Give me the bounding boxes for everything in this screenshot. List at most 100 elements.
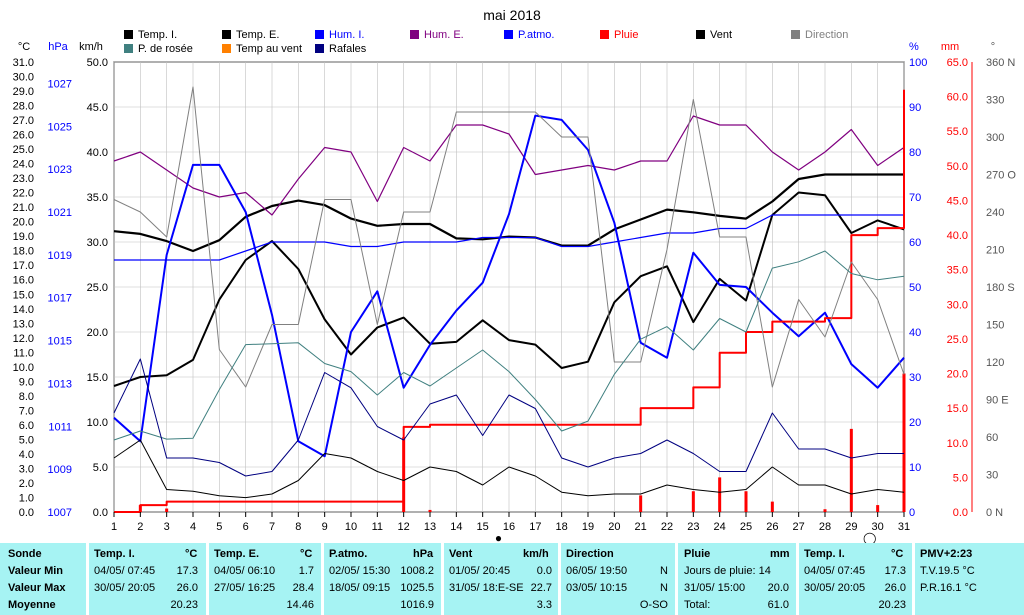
series-layer bbox=[113, 86, 906, 513]
separator bbox=[675, 543, 678, 615]
hpa-tick: 1027 bbox=[48, 78, 72, 90]
temp-e-min-time: 04/05/ 06:10 bbox=[214, 565, 276, 577]
pmv-header: PMV+2:23 bbox=[920, 548, 973, 560]
mm-tick: 35.0 bbox=[947, 265, 968, 277]
celsius-tick: 20.0 bbox=[13, 217, 34, 229]
direction-tick: 180 S bbox=[986, 282, 1015, 294]
patmo-avg: 1016.9 bbox=[400, 599, 434, 611]
mm-tick: 65.0 bbox=[947, 57, 968, 69]
legend-swatch bbox=[222, 44, 231, 53]
mm-tick: 0.0 bbox=[953, 507, 968, 519]
series-hum-e bbox=[113, 115, 905, 216]
mm-unit: mm bbox=[941, 41, 959, 53]
direction-tick: 210 bbox=[986, 245, 1004, 257]
x-tick-label: 27 bbox=[793, 521, 805, 533]
x-tick-label: 8 bbox=[295, 521, 301, 533]
legend-label: Temp. I. bbox=[138, 29, 177, 41]
celsius-tick: 24.0 bbox=[13, 159, 34, 171]
vent-max-value: 22.7 bbox=[530, 582, 552, 594]
percent-tick: 50 bbox=[909, 282, 921, 294]
celsius-tick: 2.0 bbox=[19, 478, 34, 490]
vent-min-time: 01/05/ 20:45 bbox=[449, 565, 511, 577]
celsius-unit: °C bbox=[18, 41, 30, 53]
celsius-tick: 9.0 bbox=[19, 376, 34, 388]
temp-e-unit: °C bbox=[300, 548, 313, 560]
x-tick-label: 11 bbox=[372, 521, 383, 533]
patmo-max-value: 1025.5 bbox=[400, 582, 434, 594]
celsius-tick: 17.0 bbox=[13, 260, 34, 272]
hpa-tick: 1019 bbox=[48, 250, 72, 262]
celsius-tick: 14.0 bbox=[13, 304, 34, 316]
temp-i2-min-time: 04/05/ 07:45 bbox=[804, 565, 866, 577]
x-tick-label: 31 bbox=[898, 521, 910, 533]
celsius-tick: 10.0 bbox=[13, 362, 34, 374]
kmh-tick: 40.0 bbox=[87, 147, 108, 159]
celsius-tick: 27.0 bbox=[13, 115, 34, 127]
hpa-tick: 1023 bbox=[48, 164, 72, 176]
mm-tick: 20.0 bbox=[947, 369, 968, 381]
celsius-tick: 19.0 bbox=[13, 231, 34, 243]
temp-i2-min-value: 17.3 bbox=[884, 565, 906, 577]
kmh-tick: 5.0 bbox=[93, 462, 108, 474]
mm-tick: 40.0 bbox=[947, 230, 968, 242]
celsius-tick: 31.0 bbox=[13, 57, 34, 69]
legend-swatch bbox=[504, 30, 513, 39]
direction-tick: 360 N bbox=[986, 57, 1015, 69]
x-tick-label: 10 bbox=[345, 521, 357, 533]
x-tick-label: 20 bbox=[608, 521, 620, 533]
pmv-pr: P.R.16.1 °C bbox=[920, 582, 977, 594]
kmh-tick: 15.0 bbox=[87, 372, 108, 384]
hpa-tick: 1021 bbox=[48, 207, 72, 219]
celsius-tick: 6.0 bbox=[19, 420, 34, 432]
x-tick-label: 28 bbox=[819, 521, 831, 533]
legend-swatch bbox=[222, 30, 231, 39]
temp-i2-header: Temp. I. bbox=[804, 548, 845, 560]
hpa-tick: 1011 bbox=[48, 421, 72, 433]
direction-max-time: 03/05/ 10:15 bbox=[566, 582, 628, 594]
temp-i2-max-time: 30/05/ 20:05 bbox=[804, 582, 866, 594]
percent-tick: 0 bbox=[909, 507, 915, 519]
row-label-min: Valeur Min bbox=[8, 565, 64, 577]
mm-tick: 50.0 bbox=[947, 161, 968, 173]
hpa-tick: 1009 bbox=[48, 464, 72, 476]
kmh-tick: 45.0 bbox=[87, 102, 108, 114]
celsius-tick: 25.0 bbox=[13, 144, 34, 156]
x-tick-label: 12 bbox=[398, 521, 410, 533]
moon-phase-icon: ● bbox=[495, 531, 502, 543]
grid bbox=[113, 61, 905, 513]
direction-tick: 150 bbox=[986, 320, 1004, 332]
legend-swatch bbox=[791, 30, 800, 39]
x-tick-label: 7 bbox=[269, 521, 275, 533]
x-tick-label: 6 bbox=[243, 521, 249, 533]
celsius-tick: 4.0 bbox=[19, 449, 34, 461]
percent-tick: 70 bbox=[909, 192, 921, 204]
temp-e-max-value: 28.4 bbox=[292, 582, 314, 594]
vent-header: Vent bbox=[449, 548, 473, 560]
legend-label: P. de rosée bbox=[138, 43, 193, 55]
separator bbox=[321, 543, 324, 615]
direction-tick: 120 bbox=[986, 357, 1004, 369]
hpa-unit: hPa bbox=[48, 41, 68, 53]
legend-label: P.atmo. bbox=[518, 29, 555, 41]
hpa-tick: 1013 bbox=[48, 378, 72, 390]
direction-unit: ° bbox=[991, 41, 995, 53]
x-tick-label: 15 bbox=[477, 521, 489, 533]
celsius-tick: 1.0 bbox=[19, 492, 34, 504]
x-tick-label: 29 bbox=[845, 521, 857, 533]
celsius-tick: 18.0 bbox=[13, 246, 34, 258]
row-label-max: Valeur Max bbox=[8, 582, 66, 594]
temp-i-max-value: 26.0 bbox=[176, 582, 198, 594]
patmo-unit: hPa bbox=[413, 548, 434, 560]
percent-tick: 60 bbox=[909, 237, 921, 249]
series-rafales bbox=[113, 358, 904, 477]
direction-tick: 300 bbox=[986, 132, 1004, 144]
legend-label: Direction bbox=[805, 29, 848, 41]
celsius-tick: 21.0 bbox=[13, 202, 34, 214]
direction-tick: 0 N bbox=[986, 507, 1003, 519]
celsius-tick: 29.0 bbox=[13, 86, 34, 98]
vent-unit: km/h bbox=[523, 548, 549, 560]
percent-tick: 10 bbox=[909, 462, 921, 474]
direction-header: Direction bbox=[566, 548, 614, 560]
celsius-tick: 5.0 bbox=[19, 434, 34, 446]
kmh-tick: 35.0 bbox=[87, 192, 108, 204]
